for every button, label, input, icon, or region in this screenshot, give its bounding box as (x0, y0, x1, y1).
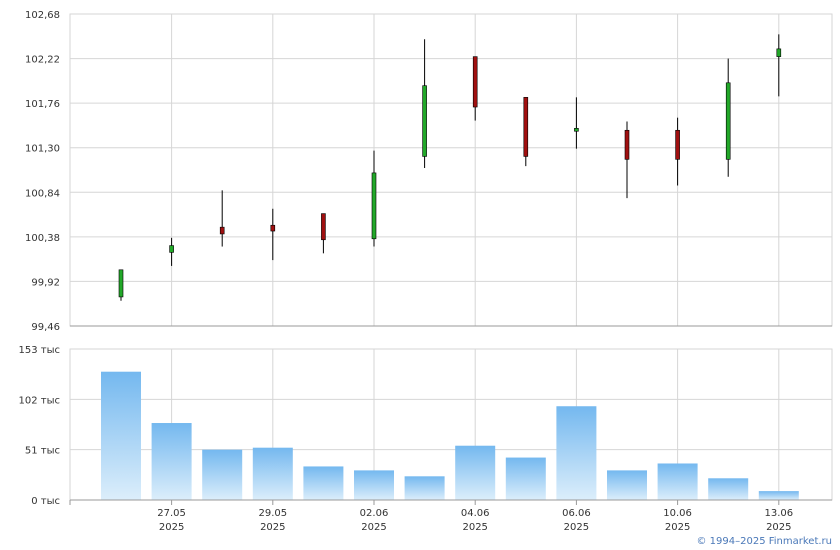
x-tick-label-year: 2025 (260, 522, 285, 533)
candle (371, 150, 377, 247)
volume-bar (607, 470, 647, 500)
volume-tick-label: 0 тыс (31, 496, 60, 507)
volume-bar (505, 457, 546, 500)
volume-bar (758, 491, 799, 500)
price-tick-label: 100,38 (25, 233, 60, 244)
x-axis: 27.05 2025 29.05 2025 02.06 2025 04.06 2025 06.0… (69, 500, 793, 533)
candle-body (371, 172, 377, 240)
volume-bar (151, 423, 192, 500)
candle-body (169, 245, 174, 253)
candle (725, 58, 731, 177)
price-tick-label: 101,76 (25, 99, 60, 110)
volume-bar (101, 371, 141, 500)
candle-body (118, 269, 124, 298)
candle (675, 117, 680, 186)
volume-bar (202, 449, 243, 500)
price-tick-label: 99,46 (31, 322, 60, 333)
candle (321, 213, 326, 254)
price-tick-label: 100,84 (25, 188, 60, 199)
price-y-axis: 102,68 102,22 101,76 101,30 100,84 100,38 99,9… (25, 10, 60, 333)
credit-link[interactable]: © 1994–2025 Finmarket.ru (696, 536, 832, 547)
volume-bar (404, 476, 445, 500)
candle-body (270, 224, 276, 232)
candle-body (624, 129, 630, 160)
volume-bar (354, 470, 394, 500)
candle-body (472, 56, 478, 108)
x-tick-label-year: 2025 (564, 522, 589, 533)
candle-body (725, 82, 731, 160)
price-plot-frame (69, 13, 833, 327)
price-tick-label: 102,68 (25, 10, 60, 21)
x-tick-label-day: 04.06 (461, 508, 490, 519)
candle-body (321, 213, 326, 241)
volume-bar (455, 445, 496, 500)
x-tick-label-day: 27.05 (157, 508, 186, 519)
volume-bar (303, 466, 344, 500)
candle-body (219, 226, 225, 235)
volume-bar (252, 447, 293, 500)
candle (270, 208, 276, 261)
x-tick-label-year: 2025 (462, 522, 487, 533)
x-tick-label-day: 02.06 (360, 508, 389, 519)
volume-bar (708, 478, 749, 500)
x-tick-label-day: 06.06 (562, 508, 591, 519)
candle (472, 56, 478, 121)
volume-tick-label: 51 тыс (25, 446, 60, 457)
candle (523, 97, 529, 167)
candlestick-series (118, 34, 782, 301)
x-tick-label-day: 10.06 (663, 508, 692, 519)
candle-body (574, 128, 579, 132)
volume-bar (657, 463, 698, 500)
candle-body (675, 129, 680, 160)
candle (776, 34, 782, 97)
x-tick-label-day: 13.06 (764, 508, 793, 519)
volume-tick-label: 153 тыс (19, 345, 60, 356)
candle-body (422, 85, 427, 157)
price-tick-label: 101,30 (25, 144, 60, 155)
x-tick-label-day: 29.05 (258, 508, 287, 519)
volume-y-axis: 153 тыс 102 тыс 51 тыс 0 тыс (19, 345, 60, 507)
price-tick-label: 102,22 (25, 55, 60, 66)
volume-tick-label: 102 тыс (19, 395, 60, 406)
x-tick-label-year: 2025 (665, 522, 690, 533)
price-tick-label: 99,92 (31, 277, 60, 288)
candle-body (776, 48, 782, 57)
volume-bar-series (70, 371, 832, 501)
candle (574, 97, 579, 149)
x-tick-label-year: 2025 (159, 522, 184, 533)
candle (118, 269, 124, 301)
x-tick-label-year: 2025 (766, 522, 791, 533)
candle (169, 237, 174, 266)
price-grid (69, 13, 833, 327)
candle (624, 121, 630, 199)
x-tick-label-year: 2025 (361, 522, 386, 533)
candle (422, 39, 427, 169)
candle-body (523, 97, 529, 157)
candle (219, 190, 225, 247)
volume-bar (556, 406, 597, 500)
